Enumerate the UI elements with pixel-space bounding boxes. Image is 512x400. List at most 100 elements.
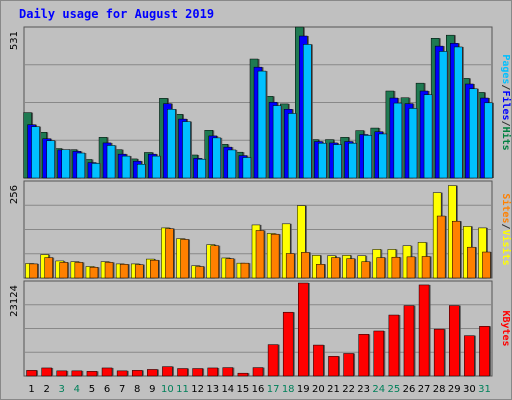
bar-sites-26 (406, 256, 416, 279)
x-tick-label: 20 (312, 384, 325, 395)
bar-kbytes-10 (162, 366, 173, 377)
bar-pages-20 (318, 142, 327, 179)
bar-pages-9 (152, 155, 161, 179)
bar-pages-18 (287, 113, 297, 179)
bar-sites-28 (436, 215, 446, 279)
bar-kbytes-21 (328, 356, 339, 377)
bar-sites-20 (316, 264, 325, 279)
bar-pages-12 (197, 158, 206, 179)
legend-term: / (500, 121, 511, 127)
bar-kbytes-28 (433, 328, 445, 377)
bar-pages-17 (272, 105, 282, 179)
bar-sites-7 (119, 264, 129, 279)
bar-sites-16 (255, 230, 265, 279)
bar-kbytes-23 (358, 334, 369, 377)
bar-sites-8 (134, 264, 144, 279)
x-tick-label: 1 (28, 384, 34, 395)
bar-pages-14 (227, 149, 237, 179)
bar-sites-17 (270, 233, 280, 279)
bar-kbytes-26 (403, 305, 415, 377)
x-tick-label: 19 (297, 384, 310, 395)
bar-kbytes-8 (131, 370, 143, 377)
bar-kbytes-9 (147, 369, 158, 377)
x-tick-label: 27 (418, 384, 431, 395)
bar-sites-12 (195, 266, 204, 279)
chart-title: Daily usage for August 2019 (19, 7, 214, 21)
legend-term: / (500, 223, 511, 229)
bar-kbytes-3 (56, 370, 67, 377)
bar-kbytes-5 (86, 371, 98, 377)
bar-pages-27 (423, 94, 433, 179)
bar-sites-24 (376, 257, 386, 279)
bar-sites-9 (150, 259, 159, 279)
bar-kbytes-2 (41, 367, 52, 377)
bar-kbytes-15 (237, 372, 249, 377)
x-tick-label: 23 (357, 384, 370, 395)
bar-kbytes-13 (207, 367, 218, 377)
bar-pages-19 (303, 44, 312, 179)
bar-pages-26 (408, 108, 418, 179)
bar-pages-21 (333, 144, 342, 179)
bar-pages-4 (76, 152, 86, 179)
x-tick-label: 5 (89, 384, 95, 395)
x-tick-label: 3 (59, 384, 65, 395)
bar-pages-31 (484, 102, 493, 179)
legend-term: Files (500, 90, 512, 120)
x-tick-label: 8 (134, 384, 140, 395)
bar-kbytes-25 (388, 314, 400, 377)
bar-pages-22 (348, 142, 357, 179)
bar-kbytes-7 (116, 370, 128, 377)
chart-panel-2: 256 Sites/Visits (9, 180, 512, 279)
bar-kbytes-4 (71, 370, 83, 377)
bar-sites-18 (285, 253, 295, 279)
bar-pages-7 (121, 155, 131, 179)
panel-legend-label: Sites/Visits (500, 193, 512, 265)
x-tick-label: 29 (448, 384, 461, 395)
bar-kbytes-16 (252, 367, 264, 377)
bar-sites-2 (44, 257, 53, 279)
legend-term: Visits (500, 230, 512, 266)
bar-pages-15 (242, 157, 252, 179)
x-tick-label: 30 (463, 384, 476, 395)
x-tick-label: 18 (282, 384, 295, 395)
bar-pages-5 (91, 163, 101, 179)
x-tick-label: 7 (119, 384, 125, 395)
bar-sites-1 (29, 263, 38, 279)
x-tick-label: 31 (478, 384, 491, 395)
bar-kbytes-27 (418, 284, 430, 377)
bar-kbytes-11 (177, 368, 188, 377)
bar-sites-11 (180, 239, 189, 279)
bar-sites-14 (225, 258, 235, 279)
chart-panel-1: 531 Pages/Files/Hits (9, 26, 512, 179)
x-tick-label: 10 (161, 384, 174, 395)
bar-kbytes-18 (282, 311, 294, 377)
bar-pages-25 (393, 102, 403, 179)
x-tick-label: 4 (74, 384, 80, 395)
bar-sites-21 (331, 257, 340, 279)
bar-pages-3 (61, 149, 70, 179)
bar-kbytes-6 (101, 367, 113, 377)
bar-sites-19 (301, 252, 310, 279)
x-tick-label: 22 (342, 384, 355, 395)
y-axis-max-label: 256 (9, 185, 20, 204)
x-axis-tick-labels: 1 2 3 4 5 6 7 8 9 10 11 12 13 14 15 16 17 18 19 20 21 22 23 24 2… (28, 384, 490, 395)
bar-sites-30 (467, 246, 476, 279)
x-tick-label: 25 (388, 384, 401, 395)
bar-sites-3 (59, 262, 68, 279)
bar-pages-28 (438, 51, 448, 179)
bar-kbytes-19 (298, 282, 309, 377)
bar-kbytes-24 (373, 330, 385, 377)
bar-kbytes-20 (313, 344, 324, 377)
x-tick-label: 24 (372, 384, 385, 395)
bar-pages-16 (257, 70, 267, 179)
bar-sites-5 (89, 266, 99, 279)
legend-term: KBytes (500, 310, 511, 346)
y-axis-max-label: 531 (9, 31, 20, 50)
x-tick-label: 6 (104, 384, 110, 395)
x-tick-label: 14 (221, 384, 234, 395)
legend-term: Hits (500, 127, 512, 151)
x-tick-label: 12 (191, 384, 204, 395)
panel-legend-label: Pages/Files/Hits (500, 54, 512, 150)
